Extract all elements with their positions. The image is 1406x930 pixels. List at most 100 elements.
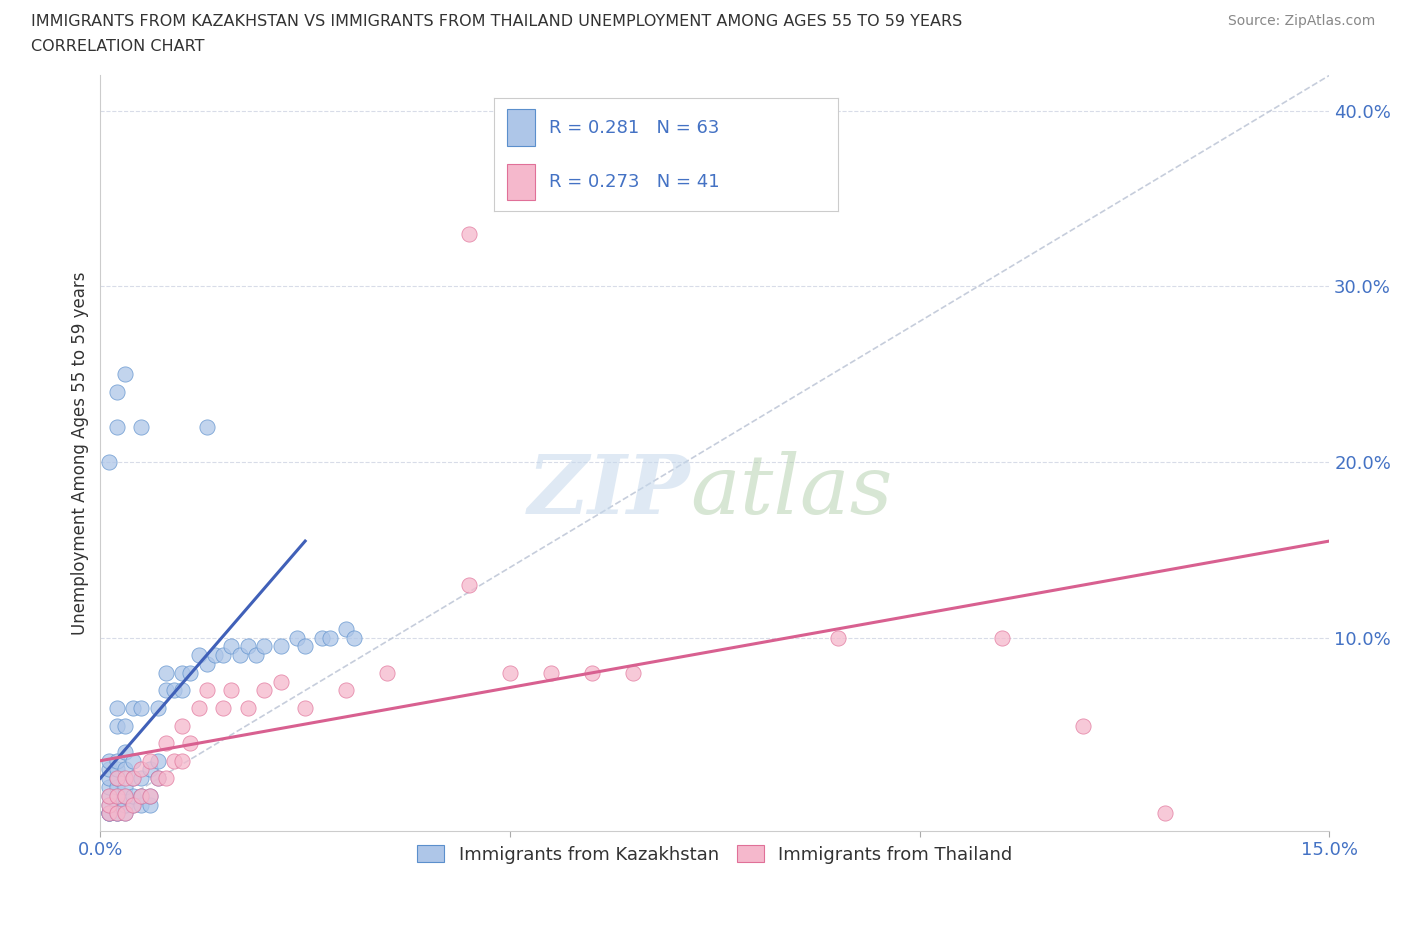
Point <box>335 683 357 698</box>
Point <box>114 806 136 821</box>
Point <box>122 771 145 786</box>
Text: IMMIGRANTS FROM KAZAKHSTAN VS IMMIGRANTS FROM THAILAND UNEMPLOYMENT AMONG AGES 5: IMMIGRANTS FROM KAZAKHSTAN VS IMMIGRANTS… <box>31 14 962 29</box>
Point <box>172 665 194 680</box>
Point <box>146 771 169 786</box>
Point <box>621 665 644 680</box>
Point <box>1073 718 1095 733</box>
Point <box>131 762 153 777</box>
Point <box>253 683 276 698</box>
Point <box>105 779 128 794</box>
Point <box>195 657 218 671</box>
Point <box>114 789 136 804</box>
Point <box>187 648 209 663</box>
Point <box>319 631 342 645</box>
Point <box>270 674 292 689</box>
Point <box>131 789 153 804</box>
Point <box>163 753 186 768</box>
Point <box>122 797 145 812</box>
Point <box>122 700 145 715</box>
Point <box>146 771 169 786</box>
Point <box>122 797 145 812</box>
Point <box>131 771 153 786</box>
Point <box>458 226 481 241</box>
Point <box>131 797 153 812</box>
Point <box>375 665 398 680</box>
Point <box>245 648 267 663</box>
Point <box>236 700 259 715</box>
Point <box>122 753 145 768</box>
Point <box>155 771 177 786</box>
Point <box>187 700 209 715</box>
Point <box>221 683 243 698</box>
Point <box>146 700 169 715</box>
Point <box>105 384 128 399</box>
Point <box>105 771 128 786</box>
Point <box>97 455 120 470</box>
Point <box>179 736 201 751</box>
Point <box>172 753 194 768</box>
Point <box>179 665 201 680</box>
Point <box>105 806 128 821</box>
Point <box>97 797 120 812</box>
Point <box>204 648 226 663</box>
Point <box>97 806 120 821</box>
Point <box>114 771 136 786</box>
Point <box>105 419 128 434</box>
Point <box>138 753 160 768</box>
Point <box>97 762 120 777</box>
Point <box>105 753 128 768</box>
Point <box>138 789 160 804</box>
Point <box>97 797 120 812</box>
Point <box>105 806 128 821</box>
Point <box>97 789 120 804</box>
Point <box>236 639 259 654</box>
Point <box>105 700 128 715</box>
Point <box>155 683 177 698</box>
Point <box>105 806 128 821</box>
Point <box>97 806 120 821</box>
Point <box>114 745 136 760</box>
Point <box>114 789 136 804</box>
Point <box>285 631 308 645</box>
Point <box>97 806 120 821</box>
Point <box>131 789 153 804</box>
Point <box>827 631 849 645</box>
Point <box>138 762 160 777</box>
Point <box>163 683 186 698</box>
Point <box>138 797 160 812</box>
Point <box>105 789 128 804</box>
Point <box>212 700 235 715</box>
Point <box>294 700 316 715</box>
Point <box>221 639 243 654</box>
Y-axis label: Unemployment Among Ages 55 to 59 years: Unemployment Among Ages 55 to 59 years <box>72 272 89 635</box>
Point <box>270 639 292 654</box>
Point <box>97 789 120 804</box>
Legend: Immigrants from Kazakhstan, Immigrants from Thailand: Immigrants from Kazakhstan, Immigrants f… <box>409 838 1019 871</box>
Point <box>990 631 1012 645</box>
Point <box>458 578 481 592</box>
Point <box>146 753 169 768</box>
Point <box>195 683 218 698</box>
Point <box>540 665 562 680</box>
Point <box>97 779 120 794</box>
Point <box>105 718 128 733</box>
Point <box>114 762 136 777</box>
Point <box>195 419 218 434</box>
Point <box>122 771 145 786</box>
Point <box>122 789 145 804</box>
Point <box>105 771 128 786</box>
Text: ZIP: ZIP <box>527 451 690 531</box>
Point <box>131 700 153 715</box>
Text: Source: ZipAtlas.com: Source: ZipAtlas.com <box>1227 14 1375 28</box>
Point <box>294 639 316 654</box>
Point <box>172 683 194 698</box>
Point <box>105 789 128 804</box>
Point <box>499 665 522 680</box>
Point <box>311 631 333 645</box>
Point <box>97 806 120 821</box>
Point <box>105 762 128 777</box>
Point <box>581 665 603 680</box>
Point <box>155 736 177 751</box>
Point <box>131 419 153 434</box>
Point <box>343 631 366 645</box>
